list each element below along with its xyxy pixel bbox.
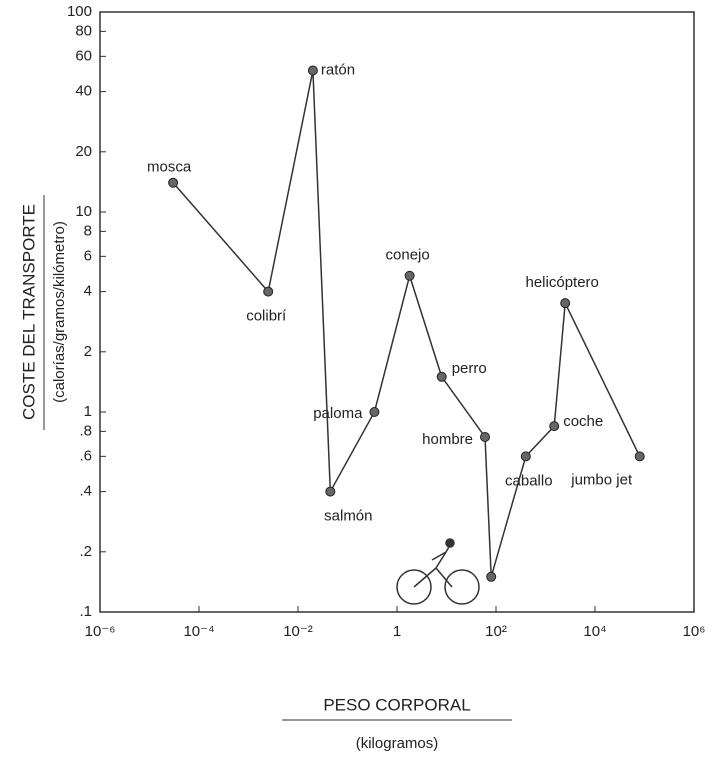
- x-tick-label: 1: [393, 623, 401, 640]
- point-label: paloma: [313, 405, 363, 422]
- data-point: [436, 371, 447, 382]
- y-tick-label: 2: [84, 343, 92, 360]
- data-point: [168, 177, 179, 188]
- series-line: [172, 70, 641, 577]
- data-point: [325, 486, 336, 497]
- point-label: salmón: [324, 508, 372, 525]
- x-tick-label: 10⁻⁶: [85, 623, 116, 640]
- y-tick-label: 80: [75, 22, 92, 39]
- point-label: coche: [563, 413, 603, 430]
- data-point: [263, 286, 274, 297]
- y-tick-label: .1: [79, 603, 92, 620]
- point-label: perro: [452, 360, 487, 377]
- point-label: caballo: [505, 472, 553, 489]
- x-tick-label: 10²: [485, 623, 507, 640]
- y-tick-label: 4: [84, 283, 92, 300]
- y-tick-label: .2: [79, 543, 92, 560]
- data-point: [369, 407, 380, 417]
- y-tick-label: 60: [75, 47, 92, 64]
- data-point: [560, 298, 571, 309]
- y-tick-label: .4: [79, 483, 92, 500]
- data-point: [404, 270, 415, 281]
- y-axis-subtitle: (calorías/gramos/kilómetro): [51, 221, 68, 403]
- x-tick-label: 10⁴: [583, 623, 606, 640]
- point-label: helicóptero: [526, 274, 599, 291]
- y-tick-label: 100: [67, 3, 92, 20]
- point-label: mosca: [147, 159, 192, 176]
- point-label: hombre: [422, 431, 473, 448]
- y-tick-label: 40: [75, 83, 92, 100]
- y-tick-label: 1: [84, 403, 92, 420]
- data-point: [549, 421, 560, 432]
- x-axis-subtitle: (kilogramos): [356, 735, 439, 752]
- point-label: colibrí: [246, 308, 287, 325]
- y-tick-label: .6: [79, 447, 92, 464]
- data-point: [307, 65, 318, 76]
- point-label: jumbo jet: [570, 471, 633, 488]
- data-point: [634, 451, 645, 462]
- data-point: [486, 571, 497, 582]
- x-axis-title: PESO CORPORAL: [323, 695, 470, 714]
- y-tick-label: 8: [84, 222, 92, 239]
- y-tick-label: 10: [75, 203, 92, 220]
- plot-frame: [99, 11, 695, 613]
- x-tick-label: 10⁶: [683, 623, 706, 640]
- point-label: conejo: [386, 247, 430, 264]
- y-tick-label: 20: [75, 143, 92, 160]
- x-tick-label: 10⁻⁴: [183, 623, 214, 640]
- point-label: ratón: [321, 61, 355, 78]
- bicycle-icon: [396, 538, 480, 605]
- y-tick-label: .8: [79, 422, 92, 439]
- y-tick-label: 6: [84, 247, 92, 264]
- data-point: [520, 451, 531, 462]
- x-tick-label: 10⁻²: [283, 623, 313, 640]
- data-point: [480, 431, 491, 442]
- y-axis-title: COSTE DEL TRANSPORTE: [19, 204, 38, 420]
